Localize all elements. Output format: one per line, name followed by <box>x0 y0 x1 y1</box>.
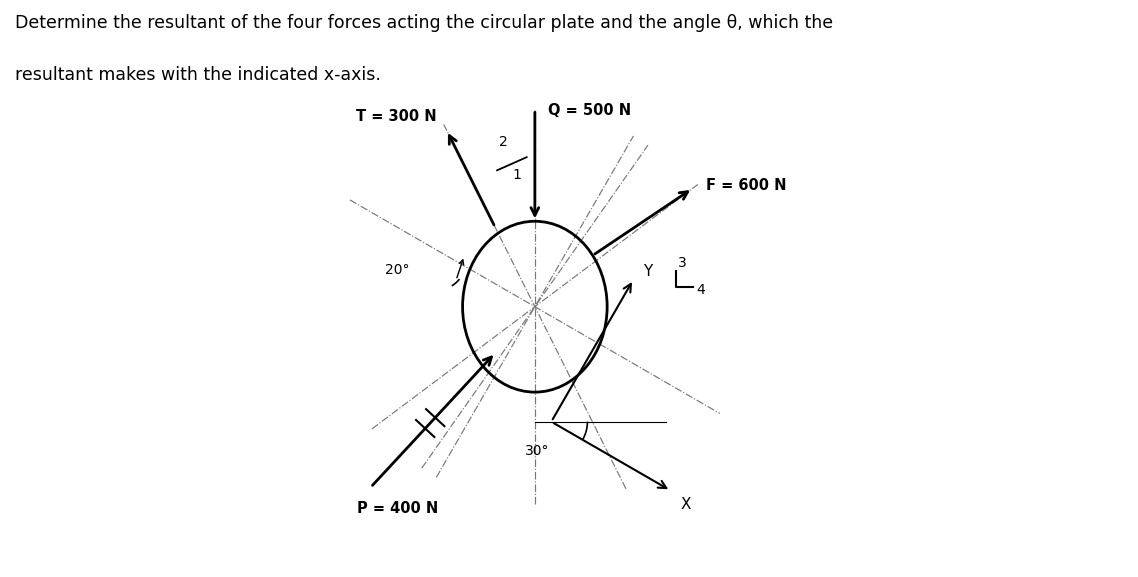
Text: 2: 2 <box>500 135 508 149</box>
Text: 1: 1 <box>512 168 521 182</box>
Text: X: X <box>681 497 691 512</box>
Text: resultant makes with the indicated x-axis.: resultant makes with the indicated x-axi… <box>15 66 381 84</box>
Text: 4: 4 <box>695 283 704 297</box>
Text: 30°: 30° <box>525 444 550 458</box>
Text: Y: Y <box>643 264 652 279</box>
Text: Determine the resultant of the four forces acting the circular plate and the ang: Determine the resultant of the four forc… <box>15 14 833 32</box>
Text: Q = 500 N: Q = 500 N <box>549 103 632 118</box>
Text: T = 300 N: T = 300 N <box>356 109 437 124</box>
Text: 20°: 20° <box>385 263 409 277</box>
Text: P = 400 N: P = 400 N <box>357 501 438 515</box>
Text: 3: 3 <box>678 256 686 270</box>
Text: F = 600 N: F = 600 N <box>706 178 786 193</box>
